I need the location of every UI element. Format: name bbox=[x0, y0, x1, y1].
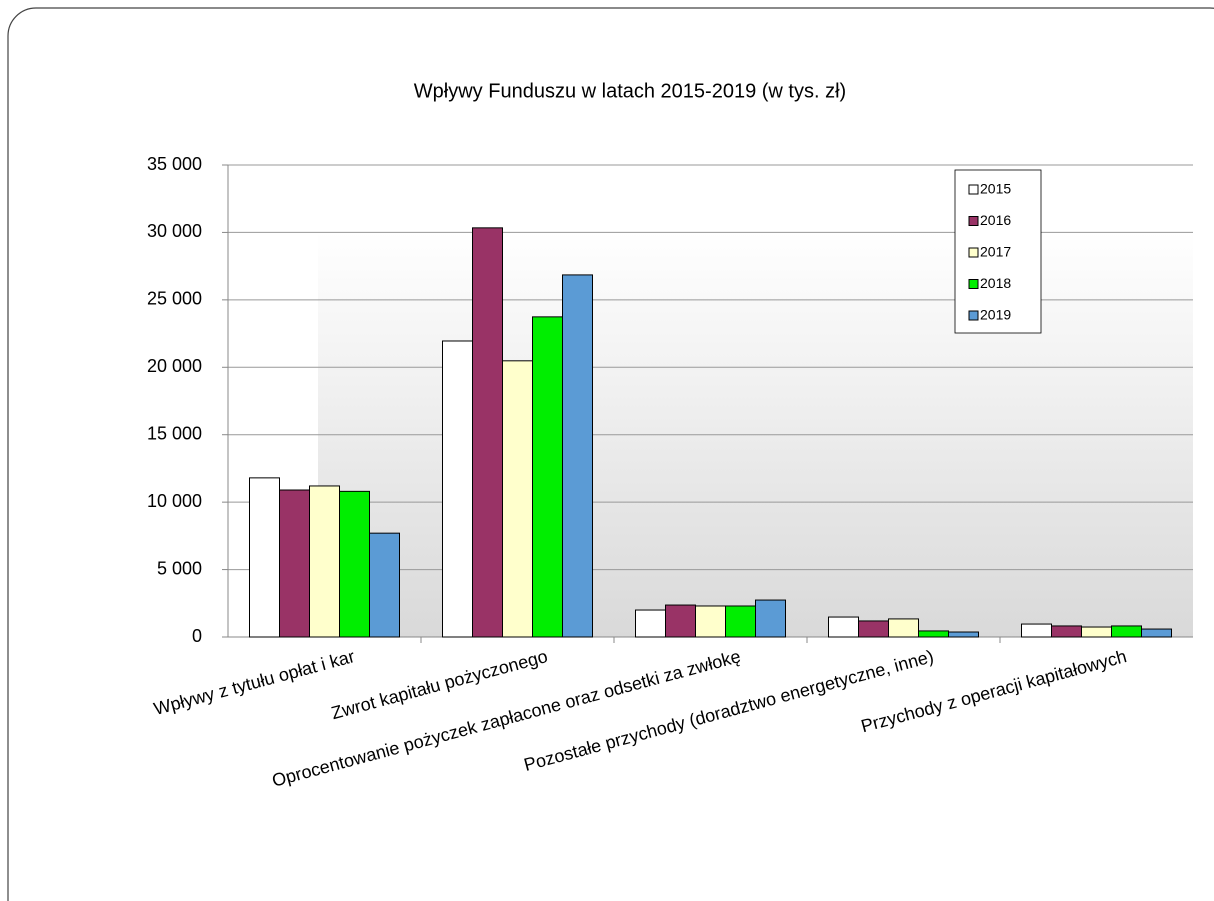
y-tick-label: 5 000 bbox=[157, 558, 202, 578]
legend-swatch bbox=[968, 216, 979, 226]
bar bbox=[948, 631, 979, 638]
bar bbox=[1021, 623, 1052, 638]
legend-label: 2015 bbox=[980, 181, 1011, 197]
bar bbox=[1141, 628, 1172, 638]
bar bbox=[725, 605, 756, 638]
bar bbox=[279, 489, 310, 638]
legend-label: 2016 bbox=[980, 212, 1011, 228]
y-tick-label: 15 000 bbox=[147, 423, 202, 443]
bar bbox=[249, 477, 280, 638]
bar bbox=[562, 274, 593, 638]
bar bbox=[442, 340, 473, 638]
y-tick-label: 35 000 bbox=[147, 154, 202, 174]
legend-swatch bbox=[968, 279, 979, 289]
legend-label: 2017 bbox=[980, 244, 1011, 260]
bar bbox=[1111, 625, 1142, 638]
x-tick-label: Wpływy z tytułu opłat i kar bbox=[152, 646, 357, 719]
bar bbox=[339, 490, 370, 638]
y-tick-label: 30 000 bbox=[147, 221, 202, 241]
legend-label: 2019 bbox=[980, 307, 1011, 323]
bar bbox=[828, 616, 859, 638]
bar bbox=[665, 604, 696, 638]
y-tick-label: 20 000 bbox=[147, 356, 202, 376]
bar bbox=[369, 532, 400, 638]
bar bbox=[309, 485, 340, 638]
legend-label: 2018 bbox=[980, 275, 1011, 291]
legend-swatch bbox=[968, 184, 979, 195]
bar bbox=[755, 599, 786, 638]
bar bbox=[1081, 626, 1112, 638]
bar bbox=[695, 605, 726, 638]
bar bbox=[858, 620, 889, 638]
y-tick-label: 10 000 bbox=[147, 491, 202, 511]
bar bbox=[1051, 625, 1082, 638]
bar bbox=[502, 360, 533, 638]
bar bbox=[888, 618, 919, 638]
bar bbox=[472, 227, 503, 638]
legend-swatch bbox=[968, 247, 979, 258]
y-tick-label: 0 bbox=[192, 626, 202, 646]
legend-swatch bbox=[968, 310, 979, 321]
y-tick-label: 25 000 bbox=[147, 289, 202, 309]
bar bbox=[635, 609, 666, 638]
frame bbox=[7, 7, 1214, 901]
bar bbox=[918, 630, 949, 638]
bar bbox=[532, 316, 563, 638]
chart-title: Wpływy Funduszu w latach 2015-2019 (w ty… bbox=[414, 80, 846, 102]
